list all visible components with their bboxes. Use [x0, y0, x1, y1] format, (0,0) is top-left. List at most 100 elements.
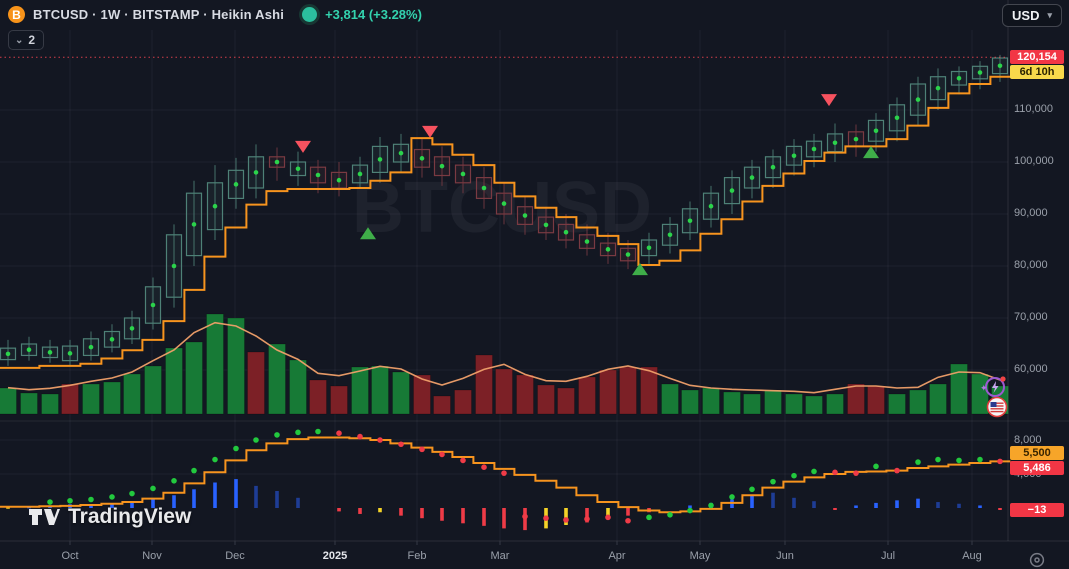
oscillator-dot	[832, 469, 838, 476]
price-axis-label: 90,000	[1014, 207, 1048, 219]
oscillator-dot	[67, 497, 73, 504]
oscillator-hist-bar	[89, 505, 93, 508]
currency-label: USD	[1012, 8, 1040, 23]
sell-signal-triangle	[821, 94, 837, 107]
candle-signal-dot	[956, 75, 962, 81]
candle-signal-dot	[377, 157, 383, 162]
volume-bar	[578, 376, 596, 415]
candle-signal-dot	[5, 351, 11, 357]
candle-signal-dot	[67, 351, 73, 356]
currency-dropdown[interactable]: USD ▾	[1002, 4, 1062, 27]
price-change-text: +3,814 (+3.28%)	[325, 7, 422, 22]
volume-bar	[557, 387, 575, 415]
oscillator-dot	[708, 502, 714, 509]
oscillator-hist-bar	[482, 508, 486, 526]
candle-signal-dot	[315, 172, 321, 178]
volume-bar	[206, 313, 224, 415]
candle-signal-dot	[584, 239, 590, 244]
oscillator-dot	[274, 432, 280, 438]
oscillator-dot	[605, 514, 611, 521]
candle-signal-dot	[543, 222, 549, 228]
oscillator-dot	[88, 496, 94, 503]
tradingview-logo[interactable]: TradingView	[28, 505, 191, 529]
volume-bar	[144, 365, 162, 415]
candle-signal-dot	[977, 70, 983, 75]
candle-signal-dot	[729, 188, 735, 193]
oscillator-dot	[853, 470, 859, 476]
oscillator-dot	[129, 490, 135, 497]
volume-bar	[619, 366, 637, 415]
oscillator-hist-bar	[998, 508, 1002, 510]
oscillator-dot	[543, 515, 549, 521]
volume-bar	[805, 395, 823, 415]
volume-bar	[723, 391, 741, 415]
oscillator-hist-bar	[110, 503, 114, 508]
oscillator-dot	[625, 517, 631, 524]
candle-signal-dot	[563, 229, 569, 235]
oscillator-dot	[729, 494, 735, 500]
oscillator-dot	[398, 441, 404, 448]
oscillator-dot	[336, 430, 342, 437]
candle-signal-dot	[460, 171, 466, 177]
oscillator-hist-bar	[234, 479, 238, 508]
volume-bar	[309, 379, 327, 415]
time-axis-label: 2025	[322, 550, 348, 562]
oscillator-dot	[935, 456, 941, 463]
oscillator-hist-bar	[978, 505, 982, 508]
oscillator-hist-bar	[440, 508, 444, 521]
candle-signal-dot	[915, 97, 921, 102]
oscillator-hist-bar	[833, 508, 837, 510]
candle-signal-dot	[88, 344, 94, 350]
candle-signal-dot	[419, 156, 425, 161]
candle-signal-dot	[625, 252, 631, 257]
candle-signal-dot	[357, 171, 363, 177]
candle-signal-dot	[853, 136, 859, 142]
oscillator-dot	[481, 464, 487, 471]
refresh-lightning-icon[interactable]: ✦	[978, 374, 1008, 405]
candle-signal-dot	[336, 177, 342, 183]
indicators-count: 2	[28, 33, 36, 47]
oscillator-hist-bar	[172, 495, 176, 508]
oscillator-hist-bar	[192, 489, 196, 508]
volume-bar	[41, 393, 59, 415]
oscillator-dot	[109, 494, 115, 500]
time-axis-label: Aug	[962, 550, 982, 562]
candle-signal-dot	[791, 153, 797, 159]
oscillator-hist-bar	[606, 508, 610, 520]
oscillator-dot	[915, 459, 921, 465]
oscillator-hist-bar	[502, 508, 506, 529]
volume-bar	[247, 351, 265, 415]
sell-signal-triangle	[295, 140, 311, 153]
oscillator-hist-bar	[957, 503, 961, 508]
oscillator-hist-bar	[564, 508, 568, 525]
volume-bar	[847, 383, 865, 415]
volume-bar	[640, 366, 658, 415]
oscillator-hist-badge: −13	[1010, 503, 1064, 517]
oscillator-dot	[894, 467, 900, 474]
candle-signal-dot	[997, 63, 1003, 69]
oscillator-dot	[377, 437, 383, 443]
oscillator-dot	[171, 478, 177, 484]
candle-signal-dot	[935, 85, 941, 91]
candle-signal-dot	[770, 164, 776, 170]
volume-bar	[681, 389, 699, 415]
volume-bar	[826, 393, 844, 415]
candle-signal-dot	[212, 203, 218, 209]
time-axis-settings-icon[interactable]	[1028, 551, 1046, 569]
oscillator-hist-bar	[151, 499, 155, 508]
symbol-legend[interactable]: B BTCUSD · 1W · BITSTAMP · Heikin Ashi +…	[8, 6, 422, 23]
us-flag-event-icon[interactable]	[986, 396, 1008, 423]
buy-signal-triangle	[863, 146, 879, 159]
symbol-title[interactable]: BTCUSD · 1W · BITSTAMP · Heikin Ashi	[33, 7, 285, 22]
indicators-collapse-badge[interactable]: ⌄ 2	[8, 30, 45, 50]
oscillator-hist-bar	[254, 485, 258, 508]
oscillator-dot	[419, 446, 425, 453]
chevron-down-icon: ⌄	[15, 34, 24, 46]
volume-bar	[227, 317, 245, 415]
tradingview-logo-text: TradingView	[68, 505, 192, 528]
oscillator-dot	[522, 513, 528, 520]
volume-bar	[392, 371, 410, 415]
oscillator-hist-bar	[750, 495, 754, 508]
